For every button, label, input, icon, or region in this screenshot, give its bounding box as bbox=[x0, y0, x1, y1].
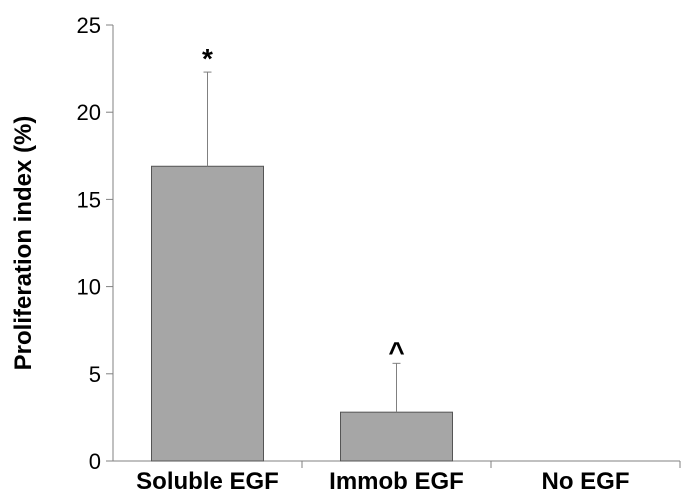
y-axis-title: Proliferation index (%) bbox=[10, 116, 37, 371]
x-category-label: No EGF bbox=[542, 468, 630, 495]
y-tick-label: 10 bbox=[77, 275, 101, 300]
x-axis: Soluble EGF Immob EGF No EGF bbox=[113, 460, 681, 495]
y-tick-label: 0 bbox=[89, 449, 101, 474]
y-tick-label: 5 bbox=[89, 362, 101, 387]
y-tick-label: 15 bbox=[77, 187, 101, 212]
bar bbox=[340, 411, 453, 462]
significance-marker: * bbox=[202, 43, 213, 74]
y-axis: 0 5 10 15 20 25 bbox=[77, 13, 114, 474]
bars: *^ bbox=[151, 43, 453, 462]
y-tick-label: 20 bbox=[77, 100, 101, 125]
bar bbox=[151, 165, 264, 462]
x-category-label: Soluble EGF bbox=[136, 468, 279, 495]
y-tick-label: 25 bbox=[77, 13, 101, 38]
significance-marker: ^ bbox=[388, 336, 404, 367]
x-category-label: Immob EGF bbox=[329, 468, 464, 495]
